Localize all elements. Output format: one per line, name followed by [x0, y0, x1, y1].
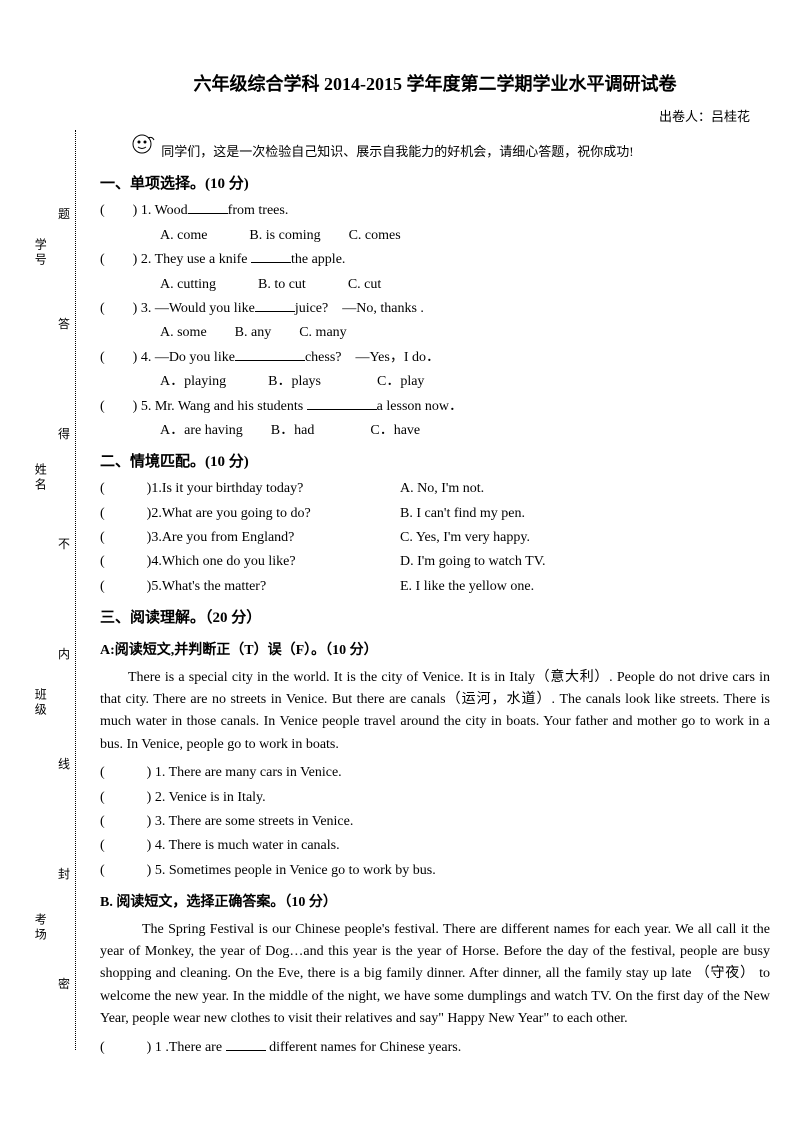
q3: ( ) 3. —Would you likejuice? —No, thanks…	[100, 298, 770, 320]
match5: ( )5.What's the matter?E. I like the yel…	[100, 576, 770, 598]
a-q3: ( ) 3. There are some streets in Venice.	[100, 811, 770, 833]
label-class: 班级	[30, 688, 49, 718]
passageB: The Spring Festival is our Chinese peopl…	[100, 919, 770, 1031]
a-q4: ( ) 4. There is much water in canals.	[100, 835, 770, 857]
q4-opts: A．playing B．plays C．play	[100, 371, 770, 393]
match3: ( )3.Are you from England?C. Yes, I'm ve…	[100, 527, 770, 549]
section3-title: 三、阅读理解。（20 分）	[100, 606, 770, 630]
sidebar-labels: 学号 姓名 班级 考场	[30, 140, 49, 1040]
seal-text: 题 答 得 不 内 线 封 密	[58, 160, 70, 1040]
q2-opts: A. cutting B. to cut C. cut	[100, 274, 770, 296]
b-q1: ( ) 1 .There are different names for Chi…	[100, 1037, 770, 1059]
match1: ( )1.Is it your birthday today?A. No, I'…	[100, 478, 770, 500]
q4: ( ) 4. —Do you likechess? —Yes，I do．	[100, 347, 770, 369]
q1-opts: A. come B. is coming C. comes	[100, 225, 770, 247]
match4: ( )4.Which one do you like?D. I'm going …	[100, 551, 770, 573]
partA-title: A:阅读短文,并判断正（T）误（F）。（10 分）	[100, 640, 770, 662]
page-title: 六年级综合学科 2014-2015 学年度第二学期学业水平调研试卷	[100, 70, 770, 99]
a-q2: ( ) 2. Venice is in Italy.	[100, 787, 770, 809]
q2: ( ) 2. They use a knife the apple.	[100, 249, 770, 271]
label-exam-room: 考场	[30, 913, 49, 943]
q1: ( ) 1. Woodfrom trees.	[100, 200, 770, 222]
label-student-id: 学号	[30, 238, 49, 268]
seal-line	[75, 130, 76, 1050]
label-name: 姓名	[30, 463, 49, 493]
section2-title: 二、情境匹配。(10 分)	[100, 450, 770, 474]
partB-title: B. 阅读短文，选择正确答案。（10 分）	[100, 892, 770, 914]
q3-opts: A. some B. any C. many	[100, 322, 770, 344]
q5-opts: A．are having B．had C．have	[100, 420, 770, 442]
q5: ( ) 5. Mr. Wang and his students a lesso…	[100, 396, 770, 418]
a-q1: ( ) 1. There are many cars in Venice.	[100, 762, 770, 784]
author-line: 出卷人：吕桂花	[100, 107, 770, 128]
section1-title: 一、单项选择。(10 分)	[100, 172, 770, 196]
passageA: There is a special city in the world. It…	[100, 667, 770, 757]
intro-text: 同学们，这是一次检验自己知识、展示自我能力的好机会，请细心答题，祝你成功!	[100, 132, 770, 163]
main-content: 六年级综合学科 2014-2015 学年度第二学期学业水平调研试卷 出卷人：吕桂…	[100, 0, 770, 1059]
match2: ( )2.What are you going to do?B. I can't…	[100, 503, 770, 525]
face-icon	[130, 144, 161, 159]
a-q5: ( ) 5. Sometimes people in Venice go to …	[100, 860, 770, 882]
